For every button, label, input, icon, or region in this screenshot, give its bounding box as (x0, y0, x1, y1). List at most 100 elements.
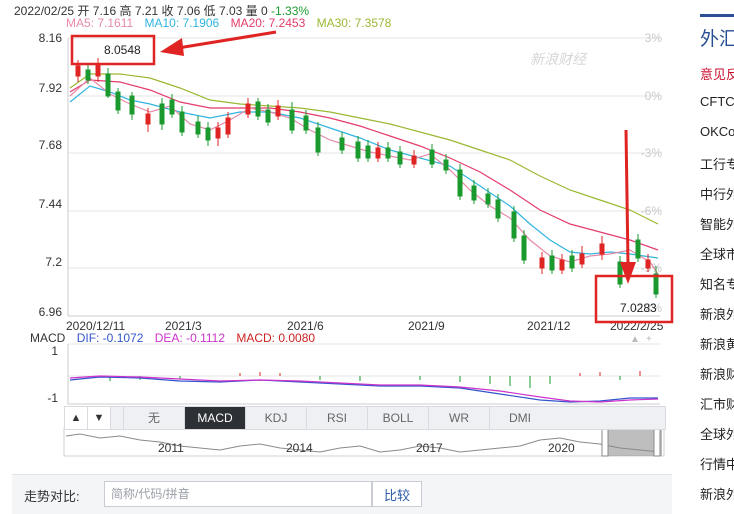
macd-dea: DEA: -0.1112 (154, 331, 225, 345)
navigator-line (65, 433, 661, 453)
range-navigator[interactable] (63, 427, 665, 457)
compare-label: 走势对比: (24, 489, 80, 504)
low-annotation-box (594, 274, 674, 324)
quote-summary: 2022/02/25 开 7.16 高 7.21 收 7.06 低 7.03 量… (14, 2, 309, 19)
ma10-line (69, 85, 659, 259)
y-tick: 7.2 (45, 255, 62, 269)
scroll-down-button[interactable]: ▼ (88, 407, 111, 429)
high-arrow-icon (177, 30, 277, 50)
kline-chart[interactable]: 8.16 7.92 7.68 7.44 7.2 6.96 3% 0% -3% -… (0, 0, 698, 470)
macd-value: MACD: 0.0080 (236, 331, 316, 345)
high-label: 高 (119, 4, 132, 18)
macd-title: MACD (30, 331, 66, 345)
tab-none[interactable]: 无 (123, 407, 184, 429)
macd-dea-line (69, 375, 659, 403)
sidebar-link[interactable]: 意见反 (700, 67, 734, 82)
sidebar-link[interactable]: 新浪黄 (700, 337, 734, 352)
macd-tick: -1 (47, 391, 58, 405)
ma20-label: MA20: 7.2453 (230, 16, 306, 30)
ma30-label: MA30: 7.3578 (316, 16, 392, 30)
navigator-year: 2014 (286, 441, 313, 455)
sidebar-accent-bar (700, 14, 734, 17)
candlesticks (75, 58, 659, 298)
watermark-logo: 新浪财经 (530, 51, 588, 67)
quote-date: 2022/02/25 (14, 4, 75, 18)
ma20-line (69, 79, 659, 251)
sidebar-link[interactable]: 智能外 (700, 217, 734, 232)
navigator-selection[interactable] (604, 428, 662, 456)
volume-label: 量 (245, 4, 258, 18)
sidebar-link[interactable]: 知名专 (700, 277, 734, 292)
sidebar-link[interactable]: 工行专 (700, 157, 734, 172)
macd-dif: DIF: -0.1072 (76, 331, 144, 345)
sidebar-link[interactable]: CFTC (700, 94, 734, 109)
tab-dmi[interactable]: DMI (489, 407, 550, 429)
pct-tick: 3% (645, 31, 663, 45)
close-value: 7.06 (176, 4, 201, 18)
y-tick: 7.92 (39, 81, 63, 95)
ma10-label: MA10: 7.1906 (144, 16, 220, 30)
x-tick: 2021/3 (165, 319, 202, 333)
sidebar-link[interactable]: 新浪财 (700, 367, 734, 382)
low-label: 低 (203, 4, 216, 18)
zoom-out-icon[interactable]: + (646, 334, 652, 345)
macd-tick: 1 (51, 344, 58, 358)
pct-tick: -6% (641, 204, 663, 218)
sidebar-link[interactable]: 中行外 (700, 187, 734, 202)
annotations: 8.0548 7.0283 (70, 30, 674, 324)
change-value: -1.33% (271, 4, 310, 18)
tab-boll[interactable]: BOLL (367, 407, 428, 429)
tab-wr[interactable]: WR (428, 407, 489, 429)
close-label: 收 (161, 4, 174, 18)
pct-tick: -12% (634, 301, 662, 315)
navigator-right-handle[interactable] (653, 427, 661, 457)
ma30-line (69, 73, 659, 225)
compare-button[interactable]: 比较 (372, 481, 422, 507)
open-label: 开 (77, 4, 90, 18)
sidebar-title[interactable]: 外汇 (700, 29, 734, 50)
scroll-up-button[interactable]: ▲ (65, 407, 88, 429)
sidebar-link[interactable]: 全球市 (700, 247, 734, 262)
tab-kdj[interactable]: KDJ (245, 407, 306, 429)
indicator-tab-bar: ▲ ▼ 无 MACD KDJ RSI BOLL WR DMI (64, 406, 666, 430)
pct-tick: -3% (641, 146, 663, 160)
navigator-year: 2011 (158, 441, 184, 455)
moving-average-legend: MA5: 7.1611 MA10: 7.1906 MA20: 7.2453 MA… (66, 16, 399, 30)
navigator-left-handle[interactable] (601, 427, 609, 457)
tab-rsi[interactable]: RSI (306, 407, 367, 429)
high-annotation-value: 8.0548 (104, 43, 141, 57)
sidebar-link[interactable]: 汇市财 (700, 397, 734, 412)
macd-dif-line (69, 376, 658, 403)
y-tick: 6.96 (39, 305, 63, 319)
low-arrow-icon (624, 129, 630, 265)
open-value: 7.16 (92, 4, 117, 18)
compare-bar: 走势对比: 比较 (12, 474, 672, 514)
pct-tick: 0% (645, 89, 663, 103)
low-value: 7.03 (218, 4, 243, 18)
right-sidebar: 外汇 意见反 CFTC OKCo 工行专 中行外 智能外 全球市 知名专 新浪外… (698, 0, 734, 513)
sidebar-link[interactable]: 行情中 (700, 457, 734, 472)
tab-macd[interactable]: MACD (184, 407, 245, 429)
sidebar-link[interactable]: 全球外 (700, 427, 734, 442)
x-tick: 2021/12 (527, 319, 571, 333)
y-tick: 8.16 (39, 31, 63, 45)
zoom-in-icon[interactable]: ▲ (630, 334, 640, 345)
ma5-line (69, 77, 659, 275)
x-tick: 2020/12/11 (66, 319, 125, 333)
macd-legend: MACD DIF: -0.1072 DEA: -0.1112 MACD: 0.0… (30, 331, 323, 345)
sidebar-link[interactable]: OKCo (700, 124, 734, 139)
navigator-year: 2017 (416, 441, 443, 455)
high-value: 7.21 (134, 4, 159, 18)
y-tick: 7.68 (39, 138, 63, 152)
compare-search-input[interactable] (104, 481, 372, 507)
y-tick: 7.44 (39, 197, 63, 211)
ma5-label: MA5: 7.1611 (66, 16, 134, 30)
sidebar-link[interactable]: 新浪外 (700, 487, 734, 502)
high-annotation-box (70, 34, 156, 66)
low-annotation-value: 7.0283 (620, 301, 657, 315)
x-tick: 2021/9 (408, 319, 445, 333)
sidebar-link[interactable]: 新浪外 (700, 307, 734, 322)
pct-tick: -9% (641, 261, 663, 275)
volume-value: 0 (261, 4, 268, 18)
navigator-year: 2020 (548, 441, 575, 455)
